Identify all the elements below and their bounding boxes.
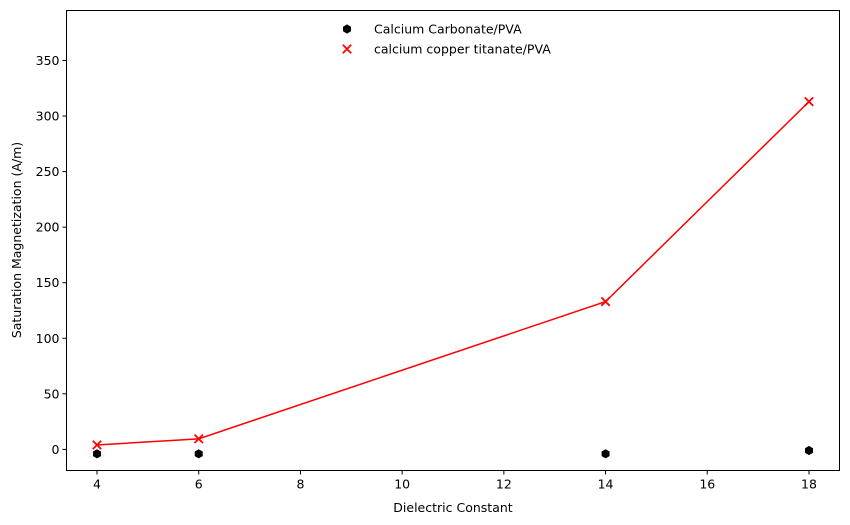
y-tick-label: 350 (36, 53, 60, 68)
x-tick-label: 4 (93, 477, 101, 492)
series-1-point (600, 296, 611, 307)
series-1-line (96, 101, 810, 446)
legend-label-0: Calcium Carbonate/PVA (374, 22, 522, 37)
legend-label-1: calcium copper titanate/PVA (374, 42, 551, 57)
series-1-point (193, 433, 204, 444)
series-1-point (92, 440, 102, 450)
y-tick-label: 50 (44, 386, 60, 401)
legend-marker-1 (342, 44, 352, 54)
y-tick-label: 250 (36, 164, 60, 179)
y-axis-label: Saturation Magnetization (A/m) (9, 142, 24, 338)
marks-layer (92, 96, 814, 459)
legend-marker-0 (343, 24, 351, 34)
legend: Calcium Carbonate/PVA calcium copper tita… (342, 22, 551, 57)
y-tick-label: 150 (36, 275, 60, 290)
series-0-point (93, 449, 101, 459)
x-tick-label: 14 (598, 477, 614, 492)
y-tick-label: 0 (52, 442, 60, 457)
series-0-point (194, 449, 203, 459)
series-0-point (805, 445, 813, 456)
y-tick-label: 300 (36, 109, 60, 124)
plot-frame (66, 10, 840, 471)
x-tick-label: 16 (699, 477, 715, 492)
x-tick-label: 8 (296, 477, 304, 492)
x-tick-label: 18 (801, 477, 817, 492)
y-tick-label: 200 (36, 220, 60, 235)
series-0-point (601, 449, 610, 459)
x-axis-label: Dielectric Constant (393, 500, 512, 515)
series-1-point (804, 96, 814, 107)
x-tick-label: 10 (394, 477, 410, 492)
ticks-layer: 4 6 8 10 12 14 16 18 0 50 100 150 200 250 300 350 (36, 53, 817, 492)
x-tick-label: 6 (195, 477, 203, 492)
y-tick-label: 100 (36, 331, 60, 346)
x-tick-label: 12 (496, 477, 512, 492)
